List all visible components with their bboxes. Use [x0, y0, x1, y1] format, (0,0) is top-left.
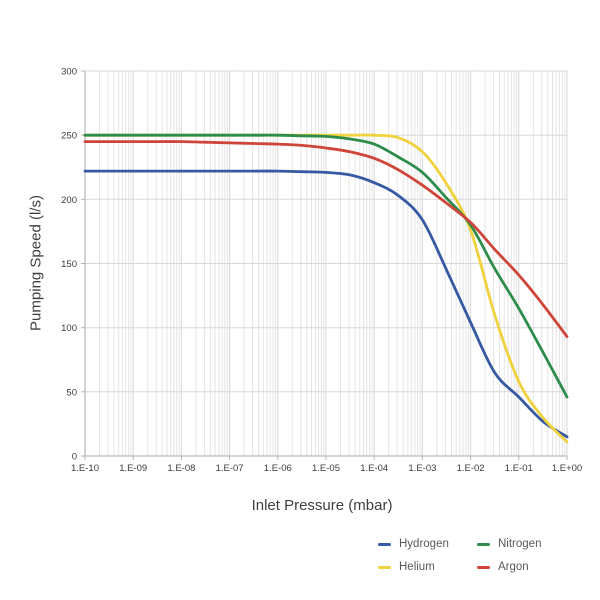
x-tick-label: 1.E-08 [167, 463, 195, 474]
legend-swatch-nitrogen [477, 543, 490, 546]
y-tick-label: 250 [61, 131, 77, 142]
y-tick-label: 300 [61, 67, 77, 78]
x-tick-label: 1.E-02 [457, 463, 485, 474]
legend-label: Argon [498, 561, 529, 573]
y-tick-label: 100 [61, 323, 77, 334]
series-line-argon [83, 140, 569, 338]
legend-item-hydrogen: Hydrogen [378, 538, 477, 551]
series-line-nitrogen [83, 133, 569, 399]
legend-label: Helium [399, 561, 435, 573]
legend-swatch-helium [378, 566, 391, 569]
legend-swatch-hydrogen [378, 543, 391, 546]
legend-swatch-argon [477, 566, 490, 569]
series-line-hydrogen [83, 169, 569, 439]
x-tick-label: 1.E-06 [264, 463, 292, 474]
legend-item-nitrogen: Nitrogen [477, 538, 541, 551]
legend-item-argon: Argon [477, 561, 541, 574]
x-tick-label: 1.E-05 [312, 463, 340, 474]
x-tick-label: 1.E-03 [408, 463, 436, 474]
y-tick-label: 50 [66, 387, 77, 398]
legend: Hydrogen Nitrogen Helium Argon [378, 538, 541, 574]
y-axis-title: Pumping Speed (l/s) [27, 195, 45, 331]
x-tick-label: 1.E-10 [71, 463, 99, 474]
legend-label: Hydrogen [399, 538, 449, 550]
x-tick-label: 1.E-07 [216, 463, 244, 474]
x-tick-label: 1.E-09 [119, 463, 147, 474]
x-tick-label: 1.E-01 [505, 463, 533, 474]
y-tick-label: 200 [61, 195, 77, 206]
y-tick-label: 150 [61, 259, 77, 270]
x-tick-label: 1.E-04 [360, 463, 388, 474]
y-tick-label: 0 [72, 452, 77, 463]
legend-label: Nitrogen [498, 538, 542, 550]
legend-item-helium: Helium [378, 561, 477, 574]
x-tick-label: 1.E+00 [552, 463, 582, 474]
x-axis-title: Inlet Pressure (mbar) [251, 497, 393, 514]
